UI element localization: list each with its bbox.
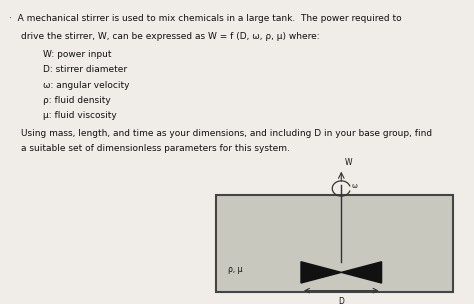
Text: Using mass, length, and time as your dimensions, and including D in your base gr: Using mass, length, and time as your dim… <box>21 129 432 138</box>
Bar <box>216 195 453 292</box>
Text: D: D <box>338 297 344 304</box>
Text: D: stirrer diameter: D: stirrer diameter <box>43 65 127 74</box>
Text: ρ: fluid density: ρ: fluid density <box>43 96 110 105</box>
Polygon shape <box>341 262 382 283</box>
Text: μ: fluid viscosity: μ: fluid viscosity <box>43 111 117 120</box>
Text: W: W <box>345 158 353 167</box>
Text: ·  A mechanical stirrer is used to mix chemicals in a large tank.  The power req: · A mechanical stirrer is used to mix ch… <box>9 14 402 23</box>
Text: ω: angular velocity: ω: angular velocity <box>43 81 129 90</box>
Text: W: power input: W: power input <box>43 50 111 59</box>
Text: drive the stirrer, W, can be expressed as W = f (D, ω, ρ, μ) where:: drive the stirrer, W, can be expressed a… <box>21 32 320 41</box>
Text: ρ, μ: ρ, μ <box>228 265 242 274</box>
Text: a suitable set of dimensionless parameters for this system.: a suitable set of dimensionless paramete… <box>21 144 290 154</box>
Polygon shape <box>301 262 341 283</box>
Text: ω: ω <box>352 183 357 189</box>
